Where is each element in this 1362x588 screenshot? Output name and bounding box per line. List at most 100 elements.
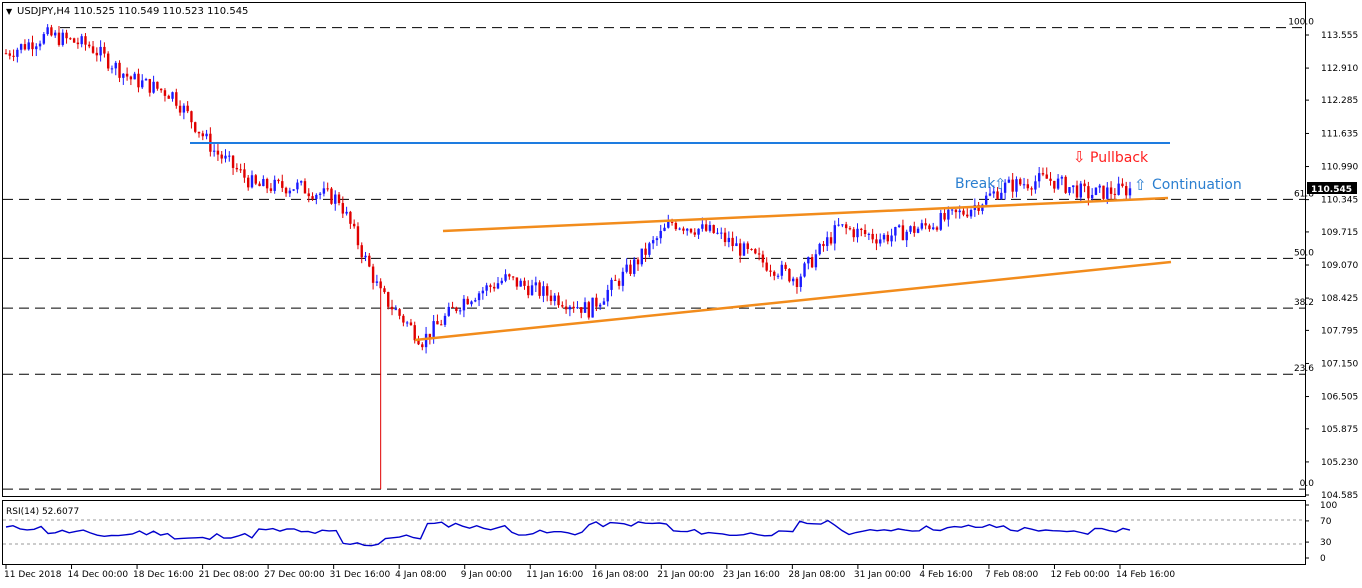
- fib-label: 0.0: [1300, 479, 1315, 489]
- candle-body: [125, 73, 129, 77]
- candle-body: [1079, 183, 1083, 198]
- price-tick-label: 113.555: [1321, 31, 1358, 41]
- candle-body: [905, 231, 908, 241]
- candle-body: [167, 95, 170, 99]
- candle-body: [303, 181, 307, 194]
- candle-body: [606, 289, 609, 302]
- candle-body: [682, 228, 685, 231]
- candle-body: [258, 183, 261, 187]
- candle-body: [773, 271, 776, 276]
- candle-body: [538, 282, 541, 296]
- candle-body: [595, 297, 598, 307]
- candle-body: [182, 105, 186, 113]
- price-tick-label: 105.230: [1321, 458, 1358, 468]
- candle-body: [159, 88, 163, 91]
- price-axis: 113.555 112.910 112.285 111.635 110.990 110.3…: [1305, 31, 1358, 501]
- candle-body: [648, 243, 651, 255]
- candle-body: [451, 306, 454, 308]
- candle-body: [894, 227, 897, 236]
- candle-body: [988, 193, 992, 196]
- channel-upper-line: [442, 196, 1169, 233]
- candle-body: [561, 305, 564, 307]
- candle-body: [432, 321, 435, 339]
- candle-body: [12, 55, 15, 57]
- candle-body: [738, 243, 742, 256]
- candle-body: [474, 300, 477, 302]
- price-tick-label: 104.585: [1321, 491, 1358, 501]
- candle-body: [356, 226, 360, 246]
- candle-body: [519, 280, 522, 287]
- candle-body: [190, 111, 193, 123]
- candle-body: [981, 204, 984, 211]
- candle-body: [932, 227, 935, 230]
- candle-body: [186, 105, 189, 112]
- candle-body: [398, 309, 401, 316]
- candle-body: [1075, 185, 1079, 198]
- candle-body: [84, 36, 87, 45]
- time-tick-label: 27 Dec 00:00: [264, 570, 325, 580]
- candle-body: [254, 175, 257, 184]
- continuation-label: Continuation: [1152, 177, 1242, 193]
- candle-body: [402, 315, 405, 323]
- candle-body: [557, 295, 560, 306]
- candle-body: [534, 282, 538, 286]
- candle-body: [405, 322, 409, 324]
- time-tick-label: 12 Feb 00:00: [1050, 570, 1109, 580]
- candle-body: [731, 237, 734, 247]
- price-tick-label: 112.285: [1321, 96, 1358, 106]
- rsi-tick-label: 70: [1320, 517, 1332, 527]
- candle-body: [1041, 173, 1045, 175]
- candle-body: [818, 243, 821, 255]
- candle-body: [629, 264, 632, 274]
- candle-body: [886, 234, 889, 242]
- candle-body: [867, 233, 871, 235]
- time-tick-label: 14 Dec 00:00: [68, 570, 129, 580]
- candle-body: [511, 276, 515, 278]
- candle-body: [250, 175, 254, 188]
- candle-body: [663, 227, 666, 231]
- candle-body: [19, 44, 23, 50]
- candle-body: [383, 288, 386, 293]
- candle-body: [742, 243, 746, 256]
- candle-body: [625, 264, 628, 272]
- candle-body: [841, 224, 844, 226]
- candle-body: [239, 169, 242, 171]
- candle-body: [273, 179, 276, 191]
- candle-body: [114, 62, 117, 69]
- candle-body: [35, 46, 38, 50]
- candle-body: [1106, 187, 1109, 199]
- candle-body: [837, 224, 840, 226]
- candle-body: [1102, 185, 1105, 199]
- candle-body: [727, 237, 731, 243]
- time-tick-label: 11 Dec 2018: [4, 570, 62, 580]
- candle-body: [466, 298, 469, 305]
- candle-body: [670, 221, 674, 223]
- candle-body: [368, 255, 371, 267]
- candle-body: [57, 32, 61, 45]
- candle-body: [436, 321, 439, 325]
- candle-body: [27, 42, 30, 50]
- time-tick-label: 4 Jan 08:00: [395, 570, 447, 580]
- candle-body: [80, 36, 83, 45]
- candle-body: [807, 257, 810, 264]
- candle-body: [697, 228, 700, 235]
- candle-body: [617, 280, 621, 286]
- candle-body: [409, 322, 413, 326]
- candle-body: [201, 133, 204, 137]
- break-arrow-icon: ⇧: [994, 175, 1007, 193]
- candle-body: [583, 302, 587, 313]
- candle-body: [91, 46, 95, 53]
- candle-body: [424, 333, 428, 348]
- candle-body: [633, 259, 636, 274]
- candle-body: [564, 306, 568, 310]
- candle-body: [852, 229, 855, 238]
- candle-body: [1125, 186, 1128, 196]
- pullback-label: Pullback: [1090, 150, 1149, 166]
- candle-body: [822, 243, 825, 247]
- candle-body: [784, 264, 787, 269]
- candle-body: [265, 178, 269, 189]
- candle-body: [500, 280, 503, 284]
- candle-body: [545, 286, 549, 296]
- candle-body: [330, 188, 333, 204]
- candle-body: [1109, 187, 1113, 194]
